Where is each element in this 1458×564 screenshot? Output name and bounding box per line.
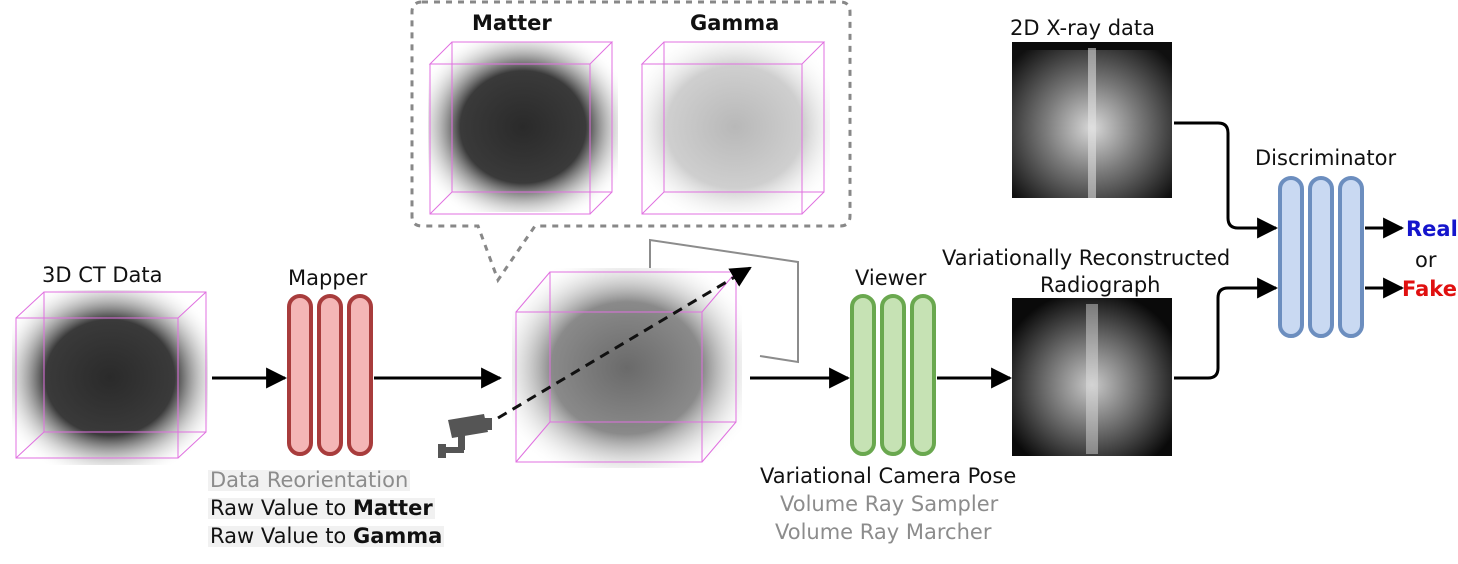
reconstructed-label-line2: Radiograph	[1040, 273, 1161, 297]
camera-ray	[497, 266, 752, 420]
viewer-label: Viewer	[855, 266, 927, 290]
mapper-step-gamma-prefix: Raw Value to	[210, 524, 353, 548]
mapper-label: Mapper	[288, 266, 368, 290]
gamma-volume	[640, 41, 830, 215]
viewer-step-marcher: Volume Ray Marcher	[775, 520, 992, 544]
viewer-network	[850, 294, 936, 456]
mapper-step-matter: Raw Value to Matter	[208, 498, 435, 519]
mapper-step-gamma: Raw Value to Gamma	[208, 524, 445, 548]
real-output-label: Real	[1406, 217, 1458, 241]
arrow-radiograph-to-discriminator	[1174, 277, 1279, 380]
mapper-network	[287, 294, 373, 456]
fake-output-label: Fake	[1402, 277, 1457, 301]
mapper-step-reorientation: Data Reorientation	[208, 468, 411, 492]
discriminator-network	[1278, 176, 1364, 338]
mapper-step-matter-bold: Matter	[352, 496, 433, 520]
xray-data-label: 2D X-ray data	[1010, 16, 1156, 40]
viewer-step-camera: Variational Camera Pose	[760, 464, 1017, 488]
security-camera-icon	[438, 414, 492, 458]
matter-volume	[428, 41, 618, 215]
real-xray-image	[1012, 42, 1172, 198]
image-plane	[649, 238, 799, 364]
discriminator-label: Discriminator	[1255, 146, 1397, 170]
mapper-step-matter-prefix: Raw Value to	[210, 496, 353, 520]
callout-bubble	[410, 0, 852, 284]
mapped-volume	[512, 268, 742, 468]
ct-volume	[12, 290, 208, 465]
gamma-label: Gamma	[690, 11, 780, 35]
ct-data-label: 3D CT Data	[42, 263, 163, 287]
viewer-step-sampler: Volume Ray Sampler	[780, 492, 999, 516]
matter-label: Matter	[472, 11, 552, 35]
reconstructed-radiograph-image	[1012, 298, 1172, 456]
or-label: or	[1415, 248, 1437, 272]
mapper-step-gamma-bold: Gamma	[352, 524, 443, 548]
reconstructed-label-line1: Variationally Reconstructed	[942, 246, 1231, 270]
arrow-real-xray-to-discriminator	[1174, 121, 1279, 239]
